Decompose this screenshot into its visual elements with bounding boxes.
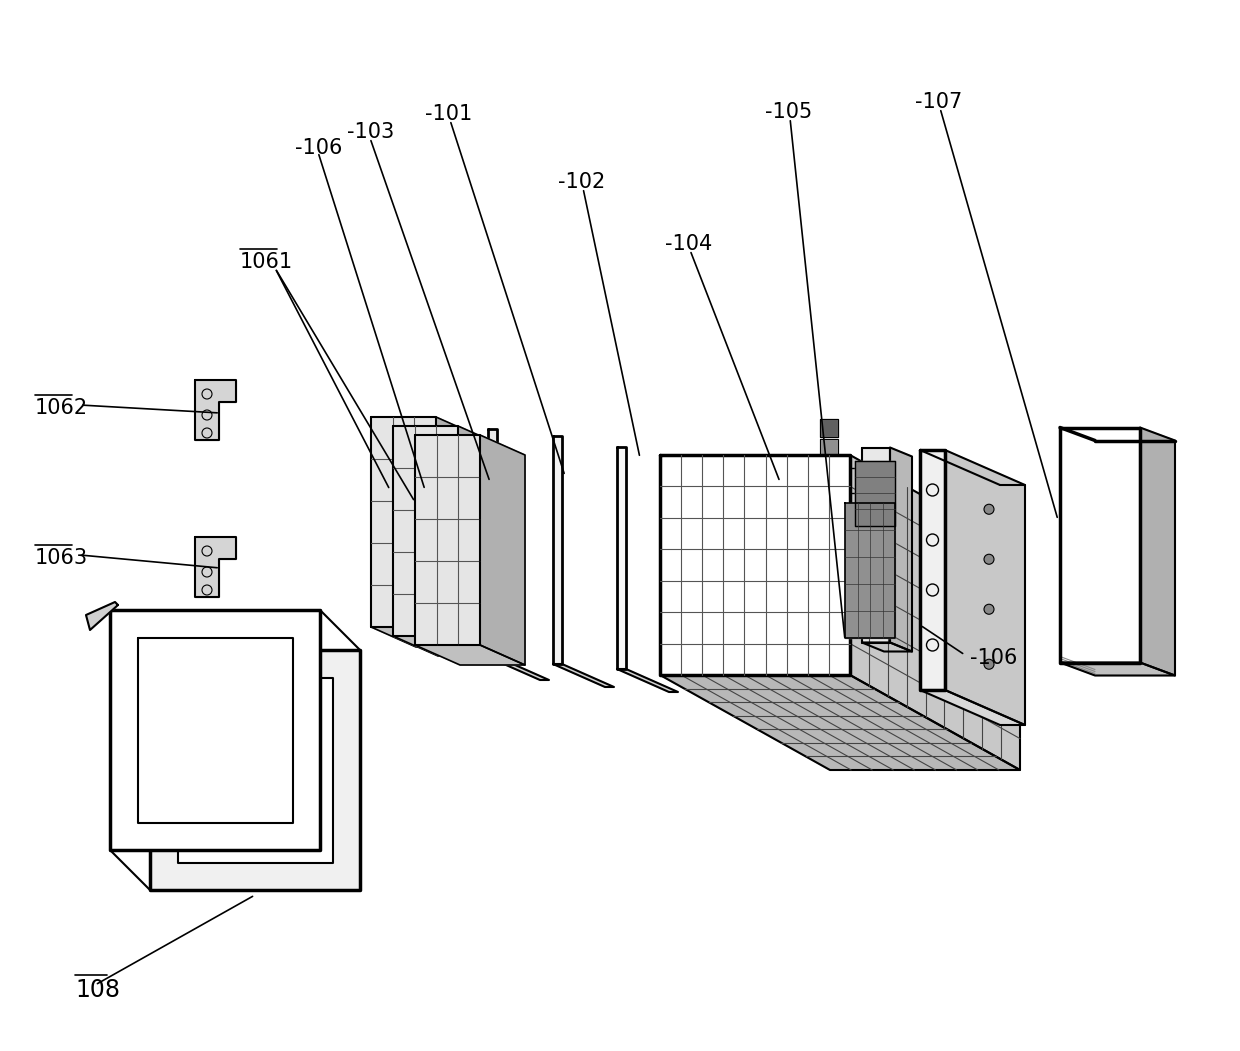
Circle shape (985, 659, 994, 669)
Text: 1063: 1063 (35, 548, 88, 568)
Polygon shape (945, 450, 1025, 725)
Polygon shape (862, 642, 911, 652)
Polygon shape (393, 426, 458, 636)
Polygon shape (195, 380, 236, 440)
Polygon shape (820, 480, 838, 498)
Text: -101: -101 (425, 104, 472, 124)
Polygon shape (660, 675, 1021, 770)
Text: -104: -104 (665, 234, 712, 254)
Polygon shape (820, 418, 838, 436)
Polygon shape (1060, 428, 1140, 662)
Polygon shape (393, 636, 503, 656)
Circle shape (985, 604, 994, 614)
Text: -106: -106 (295, 138, 342, 158)
Polygon shape (480, 435, 525, 665)
Polygon shape (890, 448, 911, 652)
Circle shape (985, 504, 994, 514)
Polygon shape (415, 435, 480, 645)
Polygon shape (820, 439, 838, 457)
Text: 108: 108 (74, 978, 120, 1002)
Polygon shape (820, 500, 838, 518)
Text: -106: -106 (970, 648, 1017, 668)
Polygon shape (177, 678, 332, 863)
Polygon shape (820, 643, 838, 661)
Polygon shape (844, 502, 895, 638)
Polygon shape (1060, 662, 1176, 676)
Polygon shape (820, 582, 838, 600)
Polygon shape (86, 602, 118, 630)
Text: -105: -105 (765, 102, 812, 122)
Polygon shape (436, 417, 481, 647)
Polygon shape (618, 447, 626, 669)
Polygon shape (820, 541, 838, 559)
Polygon shape (820, 521, 838, 539)
Polygon shape (150, 650, 360, 890)
Polygon shape (553, 664, 614, 687)
Polygon shape (195, 537, 236, 597)
Polygon shape (862, 448, 890, 642)
Polygon shape (415, 645, 525, 665)
Polygon shape (371, 627, 481, 647)
Text: -107: -107 (915, 92, 962, 112)
Polygon shape (660, 455, 849, 675)
Circle shape (985, 554, 994, 564)
Polygon shape (489, 657, 549, 680)
Polygon shape (820, 561, 838, 580)
Polygon shape (820, 602, 838, 620)
Polygon shape (920, 450, 945, 691)
Polygon shape (920, 691, 1025, 725)
Text: 1061: 1061 (241, 252, 293, 272)
Polygon shape (489, 429, 497, 657)
Polygon shape (1140, 428, 1176, 676)
Polygon shape (458, 426, 503, 656)
Polygon shape (849, 455, 1021, 770)
Polygon shape (820, 459, 838, 477)
Text: -103: -103 (347, 122, 394, 142)
Polygon shape (820, 623, 838, 641)
Polygon shape (110, 610, 320, 850)
Text: -102: -102 (558, 172, 605, 192)
Polygon shape (553, 436, 562, 664)
Polygon shape (371, 417, 436, 627)
Polygon shape (138, 638, 293, 823)
Polygon shape (856, 460, 895, 526)
Text: 1062: 1062 (35, 398, 88, 418)
Polygon shape (618, 669, 678, 692)
